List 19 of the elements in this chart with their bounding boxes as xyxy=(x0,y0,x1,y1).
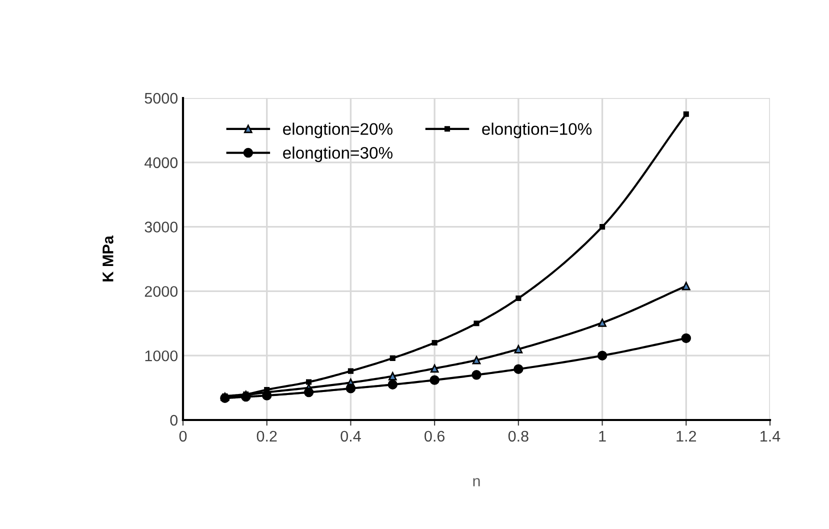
x-tick-label: 0.8 xyxy=(508,430,528,442)
x-tick-label: 0.2 xyxy=(256,430,277,442)
x-tick-label: 1 xyxy=(599,430,606,442)
y-axis-title: K MPa xyxy=(102,236,114,282)
x-axis-title: n xyxy=(473,478,480,486)
y-tick-label: 1000 xyxy=(145,350,178,362)
x-tick-label: 0 xyxy=(179,430,187,442)
x-tick-label: 0.4 xyxy=(340,430,361,442)
x-tick-label: 0.6 xyxy=(424,430,445,442)
legend-label: elongtion=30% xyxy=(283,146,392,162)
x-tick-label: 1.4 xyxy=(760,430,780,442)
legend-label: elongtion=20% xyxy=(283,122,392,138)
legend-label: elongtion=10% xyxy=(482,122,592,138)
y-tick-label: 0 xyxy=(170,414,178,426)
x-tick-label: 1.2 xyxy=(676,430,696,442)
y-tick-label: 3000 xyxy=(144,222,178,232)
y-tick-label: 4000 xyxy=(144,157,178,168)
y-tick-label: 2000 xyxy=(144,286,178,297)
y-tick-label: 5000 xyxy=(144,92,178,104)
